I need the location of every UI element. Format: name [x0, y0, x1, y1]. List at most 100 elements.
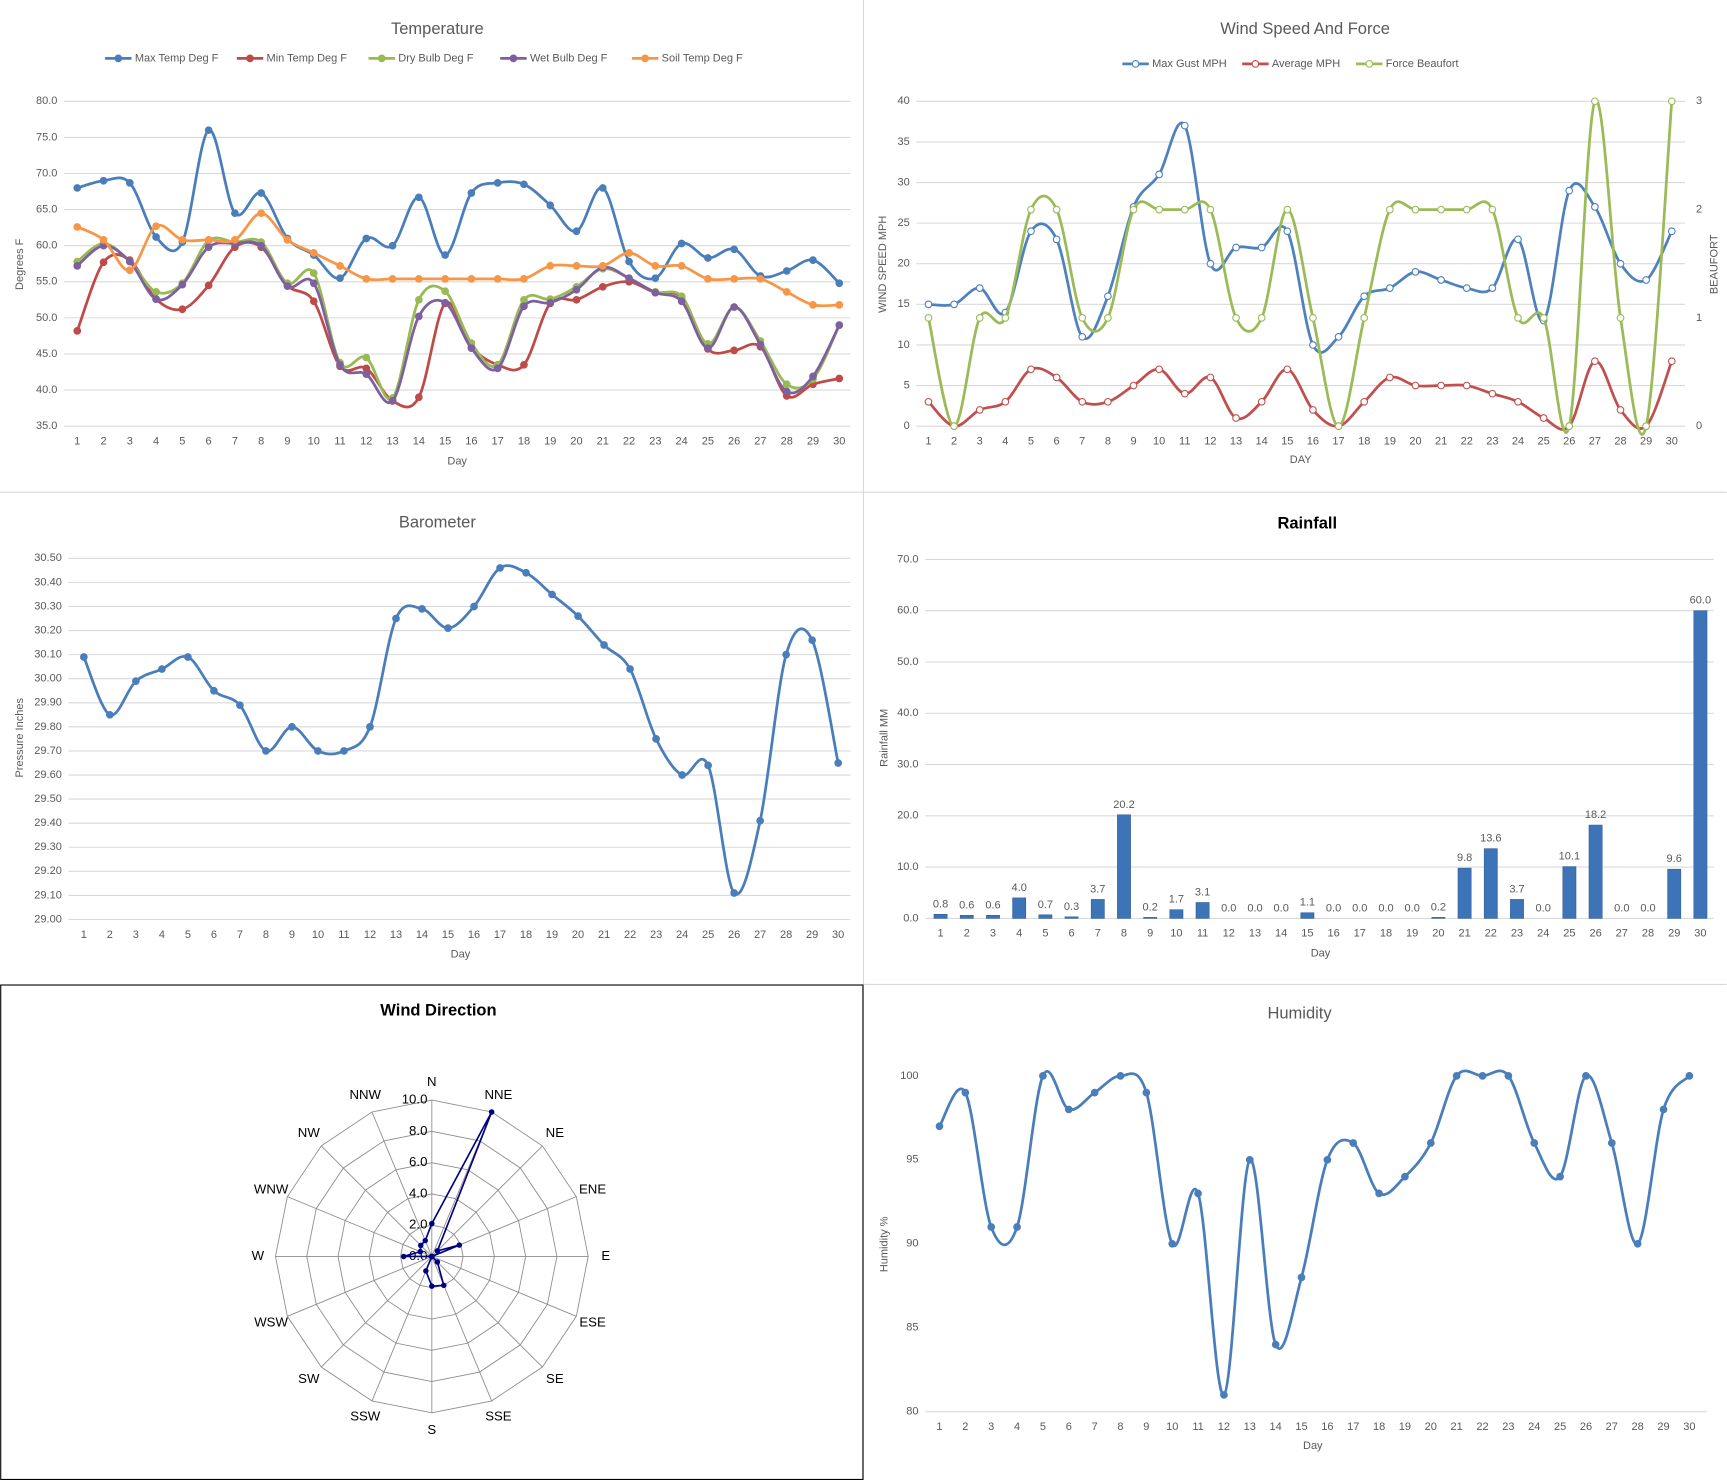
bar-label: 3.7: [1090, 883, 1105, 895]
point: [336, 360, 344, 369]
x-tick-label: 28: [1632, 1421, 1644, 1433]
y-tick-label: 0: [904, 420, 910, 432]
x-tick-label: 8: [263, 929, 269, 941]
x-tick-label: 25: [1537, 435, 1549, 447]
x-tick-label: 2: [964, 928, 970, 940]
bar-label: 0.6: [985, 899, 1000, 911]
point: [1155, 170, 1164, 179]
x-tick-label: 9: [1143, 1421, 1149, 1433]
point: [73, 223, 82, 231]
x-tick-label: 8: [1121, 928, 1127, 940]
x-tick-label: 5: [1028, 435, 1034, 447]
point: [1591, 203, 1599, 211]
point: [1539, 414, 1548, 422]
x-tick-label: 11: [1179, 435, 1190, 447]
x-tick-label: 19: [1384, 435, 1396, 447]
x-tick-label: 20: [1409, 435, 1421, 447]
point: [782, 650, 791, 659]
x-tick-label: 6: [211, 929, 217, 941]
y2-tick-label: 1: [1696, 312, 1702, 324]
x-tick-label: 30: [1694, 928, 1706, 940]
y-tick-label: 20: [898, 258, 910, 270]
chart-title: Wind Direction: [380, 1001, 496, 1019]
point: [314, 747, 322, 755]
x-tick-label: 30: [833, 435, 845, 447]
point: [730, 275, 739, 283]
x-tick-label: 5: [1042, 928, 1048, 940]
x-tick-label: 19: [1399, 1421, 1411, 1433]
x-tick-label: 16: [1327, 928, 1339, 940]
point: [257, 209, 266, 218]
bar: [933, 914, 948, 919]
point: [1104, 314, 1112, 322]
point: [572, 227, 581, 236]
y-tick-label: 29.70: [34, 745, 62, 757]
point: [470, 602, 478, 611]
y-tick-label: 30.40: [34, 576, 62, 588]
point: [1116, 1072, 1125, 1080]
x-tick-label: 28: [1642, 928, 1654, 940]
y2-tick-label: 2: [1696, 203, 1702, 215]
x-tick-label: 10: [1166, 1421, 1178, 1433]
x-tick-label: 20: [1425, 1421, 1437, 1433]
point: [598, 184, 607, 192]
point: [99, 176, 108, 185]
point: [392, 614, 400, 623]
point: [835, 374, 844, 383]
y-tick-label: 15: [898, 298, 910, 310]
point: [1360, 314, 1369, 322]
point: [1013, 1223, 1021, 1231]
point: [961, 1088, 970, 1097]
y-tick-label: 10.0: [897, 861, 918, 873]
x-tick-label: 3: [990, 928, 996, 940]
bar-label: 13.6: [1480, 833, 1501, 845]
x-tick-label: 19: [546, 929, 558, 941]
y-tick-label: 95: [906, 1154, 918, 1166]
point: [1027, 227, 1035, 236]
x-tick-label: 15: [1295, 1421, 1307, 1433]
point: [1104, 292, 1112, 301]
x-tick-label: 14: [413, 435, 425, 447]
bar: [1457, 867, 1472, 919]
panel-border: [0, 984, 864, 1480]
x-tick-label: 4: [1014, 1421, 1020, 1433]
category-label: SSW: [350, 1409, 381, 1424]
x-tick-label: 21: [1451, 1421, 1463, 1433]
y-tick-label: 29.00: [34, 913, 62, 925]
chart-title: Humidity: [1267, 1005, 1332, 1023]
point: [73, 262, 82, 270]
x-tick-label: 26: [1589, 928, 1601, 940]
point: [704, 254, 712, 262]
bar: [1117, 814, 1131, 919]
point: [651, 288, 660, 297]
bar: [1090, 899, 1105, 919]
point: [1411, 268, 1420, 276]
point: [1194, 1189, 1202, 1198]
y-tick-label: 80: [906, 1406, 918, 1418]
point: [125, 257, 134, 266]
x-tick-label: 17: [1354, 928, 1366, 940]
point: [1360, 397, 1369, 406]
y-tick-label: 29.10: [34, 889, 62, 901]
point: [388, 241, 397, 250]
bar-label: 0.0: [1536, 902, 1551, 914]
x-tick-label: 2: [107, 929, 113, 941]
bar-label: 0.0: [1274, 902, 1289, 914]
x-tick-label: 22: [1476, 1421, 1488, 1433]
point: [1297, 1273, 1306, 1282]
point: [388, 397, 397, 405]
y-axis-label: Humidity %: [878, 1216, 890, 1272]
x-tick-label: 30: [832, 929, 844, 941]
point: [283, 236, 292, 244]
point: [456, 1242, 463, 1248]
point: [414, 193, 423, 202]
x-tick-label: 4: [159, 929, 165, 941]
point: [1462, 284, 1471, 292]
x-tick-label: 18: [1358, 435, 1370, 447]
bar-label: 1.1: [1300, 897, 1315, 909]
radar-spoke: [371, 1256, 433, 1402]
point: [309, 249, 318, 257]
point: [1309, 341, 1317, 349]
bar: [1195, 902, 1210, 919]
y-tick-label: 10: [898, 339, 910, 351]
